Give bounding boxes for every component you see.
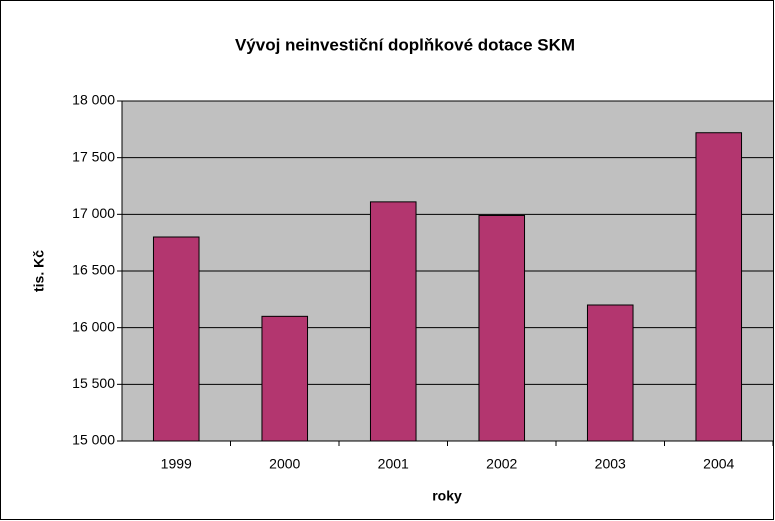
bar: [478, 214, 526, 442]
x-tick-label: 2004: [703, 456, 734, 472]
x-tick-label: 2002: [486, 456, 517, 472]
y-tick-label: 15 500: [72, 375, 115, 391]
y-axis-title: tis. Kč: [31, 250, 47, 292]
y-tick-label: 16 500: [72, 262, 115, 278]
bar: [586, 304, 634, 442]
y-tick-label: 18 000: [72, 92, 115, 108]
bar: [152, 236, 200, 442]
y-tick-label: 15 000: [72, 432, 115, 448]
bar: [369, 201, 417, 442]
bar: [695, 132, 743, 442]
x-tick-label: 1999: [161, 456, 192, 472]
y-tick-label: 17 000: [72, 205, 115, 221]
y-tick-label: 17 500: [72, 148, 115, 164]
bar: [261, 315, 309, 442]
x-tick-label: 2000: [269, 456, 300, 472]
chart-title: Vývoj neinvestiční doplňkové dotace SKM: [235, 35, 575, 54]
x-tick-label: 2001: [378, 456, 409, 472]
x-tick-label: 2003: [595, 456, 626, 472]
x-axis-title: roky: [432, 488, 462, 504]
y-tick-label: 16 000: [72, 318, 115, 334]
